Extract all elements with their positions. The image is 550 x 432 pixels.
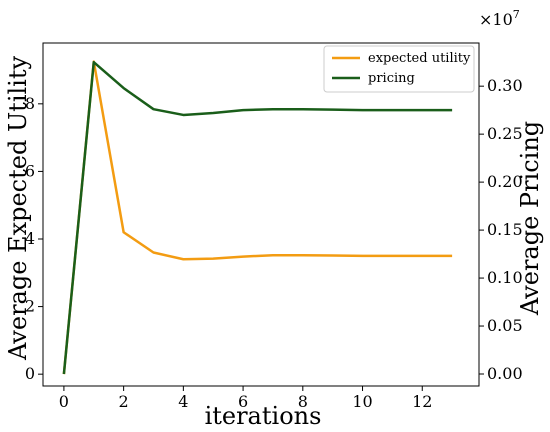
y-left-tick-label: 2	[25, 297, 35, 316]
legend: expected utility pricing	[323, 45, 475, 93]
y-right-tick-label: 0.10	[487, 268, 523, 287]
y-left-tick-label: 8	[25, 94, 35, 113]
series-line-pricing	[62, 60, 453, 375]
x-tick-label: 0	[59, 392, 69, 411]
right-axis-multiplier-exponent: 7	[513, 8, 520, 21]
y-right-tick-label: 0.05	[487, 316, 523, 335]
y-right-tick-label: 0.00	[487, 364, 523, 383]
legend-label-pricing: pricing	[368, 71, 415, 86]
x-tick-label: 2	[119, 392, 129, 411]
y-axis-left-label: Average Expected Utility	[4, 56, 32, 362]
plot-area	[42, 42, 480, 387]
right-axis-multiplier-base: ×10	[479, 10, 513, 29]
y-right-tick-label: 0.25	[487, 124, 523, 143]
y-left-tick-label: 6	[25, 161, 35, 180]
x-tick-label: 12	[412, 392, 432, 411]
x-tick-label: 8	[298, 392, 308, 411]
y-axis-right-label: Average Pricing	[516, 121, 544, 316]
x-tick-label: 4	[178, 392, 188, 411]
y-right-tick-label: 0.15	[487, 220, 523, 239]
y-right-tick-label: 0.30	[487, 76, 523, 95]
plot-frame	[42, 42, 480, 387]
y-right-tick-label: 0.20	[487, 172, 523, 191]
tick-labels: 0 2 4 6 8 10 12 0 2 4 6 8 0.00 0.05 0.10 0.15 0.20 0.25 0.…	[25, 76, 523, 411]
legend-label-expected-utility: expected utility	[368, 51, 471, 66]
series-lines	[62, 60, 453, 375]
series-line-expected-utility	[62, 60, 453, 375]
y-left-tick-label: 4	[25, 229, 35, 248]
x-tick-label: 10	[352, 392, 372, 411]
right-axis-multiplier: ×107	[479, 8, 520, 29]
y-left-tick-label: 0	[25, 364, 35, 383]
x-tick-label: 6	[238, 392, 248, 411]
x-axis-label: iterations	[205, 402, 322, 430]
legend-box	[323, 45, 475, 93]
